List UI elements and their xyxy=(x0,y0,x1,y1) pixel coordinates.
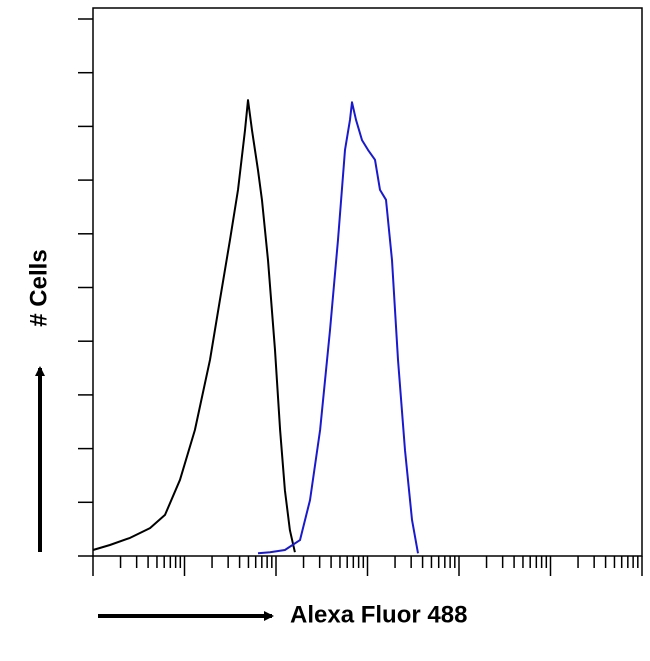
y-axis-label: # Cells xyxy=(25,249,52,326)
x-axis-label: Alexa Fluor 488 xyxy=(290,601,467,628)
plot-frame xyxy=(92,7,643,557)
histogram-line xyxy=(92,99,296,553)
histogram-line xyxy=(257,101,419,555)
